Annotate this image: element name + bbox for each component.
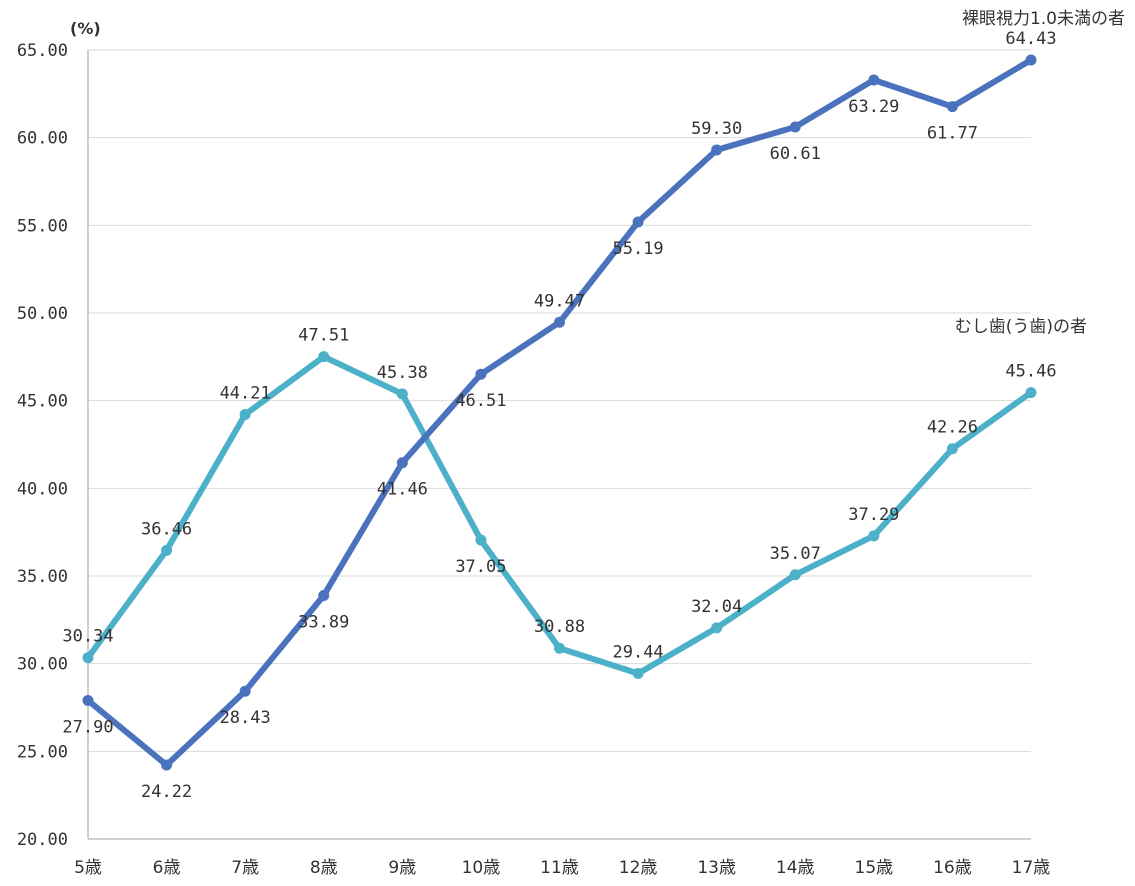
data-point — [82, 652, 94, 664]
data-point — [868, 74, 880, 86]
data-point — [475, 368, 487, 380]
x-tick-label: 17歳 — [1012, 858, 1051, 878]
x-tick-label: 13歳 — [697, 858, 736, 878]
data-point — [161, 759, 173, 771]
data-point — [396, 388, 408, 400]
x-tick-label: 8歳 — [310, 858, 338, 878]
x-tick-label: 6歳 — [153, 858, 181, 878]
data-label: 46.51 — [455, 391, 506, 411]
data-label: 41.46 — [377, 480, 428, 500]
data-label: 55.19 — [612, 239, 663, 259]
series-line-0 — [85, 56, 1034, 769]
x-tick-label: 14歳 — [776, 858, 815, 878]
y-tick-label: 25.00 — [17, 742, 68, 762]
data-label: 61.77 — [927, 124, 978, 144]
y-tick-label: 45.00 — [17, 392, 68, 412]
data-point — [239, 685, 251, 697]
y-tick-label: 60.00 — [17, 129, 68, 149]
data-label: 33.89 — [298, 612, 349, 632]
x-tick-label: 5歳 — [74, 858, 102, 878]
data-label: 42.26 — [927, 418, 978, 438]
data-label: 63.29 — [848, 97, 899, 117]
data-point — [239, 409, 251, 421]
data-label: 28.43 — [220, 708, 271, 728]
data-label: 37.29 — [848, 505, 899, 525]
y-tick-label: 30.00 — [17, 655, 68, 675]
data-label: 45.38 — [377, 363, 428, 383]
y-axis-unit-label: (%) — [70, 19, 101, 38]
data-label: 45.46 — [1005, 362, 1056, 382]
data-point — [161, 544, 173, 556]
x-tick-label: 15歳 — [855, 858, 894, 878]
data-label: 35.07 — [770, 544, 821, 564]
gridlines — [88, 49, 1031, 752]
y-tick-label: 55.00 — [17, 216, 68, 236]
data-point — [318, 351, 330, 363]
data-point — [711, 144, 723, 156]
y-tick-label: 40.00 — [17, 479, 68, 499]
data-point — [789, 121, 801, 133]
y-tick-label: 65.00 — [17, 41, 68, 61]
data-point — [396, 457, 408, 469]
data-label: 30.88 — [534, 617, 585, 637]
data-label: 24.22 — [141, 782, 192, 802]
data-point — [1025, 387, 1037, 399]
data-point — [789, 569, 801, 581]
data-point — [946, 443, 958, 455]
data-point — [868, 530, 880, 542]
y-tick-label: 35.00 — [17, 567, 68, 587]
data-point — [318, 589, 330, 601]
x-tick-label: 11歳 — [540, 858, 579, 878]
data-label: 47.51 — [298, 326, 349, 346]
data-label: 60.61 — [770, 144, 821, 164]
series-name-label: 裸眼視力1.0未満の者 — [962, 9, 1125, 29]
data-point — [632, 216, 644, 228]
data-label: 30.34 — [62, 627, 113, 647]
data-label: 64.43 — [1005, 29, 1056, 49]
data-label: 32.04 — [691, 597, 742, 617]
data-label: 29.44 — [612, 642, 663, 662]
y-tick-labels: 20.00 25.00 30.00 35.00 40.00 45.00 50.00 55.00… — [17, 41, 68, 850]
data-point — [711, 622, 723, 634]
x-tick-labels: 5歳 6歳 7歳 8歳 9歳 10歳 11歳 12歳 13歳 14歳 15歳 16歳 17歳 — [74, 858, 1050, 878]
data-label: 59.30 — [691, 119, 742, 139]
data-label: 36.46 — [141, 519, 192, 539]
y-tick-label: 50.00 — [17, 304, 68, 324]
data-point — [475, 534, 487, 546]
data-label: 44.21 — [220, 384, 271, 404]
series-name-label: むし歯(う歯)の者 — [955, 317, 1087, 337]
x-tick-label: 16歳 — [933, 858, 972, 878]
x-tick-label: 12歳 — [619, 858, 658, 878]
axes: (%) — [70, 19, 1031, 840]
data-point — [632, 667, 644, 679]
x-tick-label: 10歳 — [462, 858, 501, 878]
data-point — [82, 694, 94, 706]
data-label: 49.47 — [534, 291, 585, 311]
series-lines — [85, 56, 1034, 769]
data-point — [1025, 54, 1037, 66]
x-tick-label: 7歳 — [231, 858, 259, 878]
x-tick-label: 9歳 — [388, 858, 416, 878]
data-label: 27.90 — [62, 717, 113, 737]
data-point — [554, 316, 565, 328]
data-points — [82, 54, 1037, 771]
data-point — [554, 642, 565, 654]
data-point — [946, 101, 958, 113]
data-label: 37.05 — [455, 557, 506, 577]
y-tick-label: 20.00 — [17, 830, 68, 850]
data-labels: 27.90 24.22 28.43 33.89 41.46 46.51 49.47 55.19… — [62, 29, 1056, 802]
